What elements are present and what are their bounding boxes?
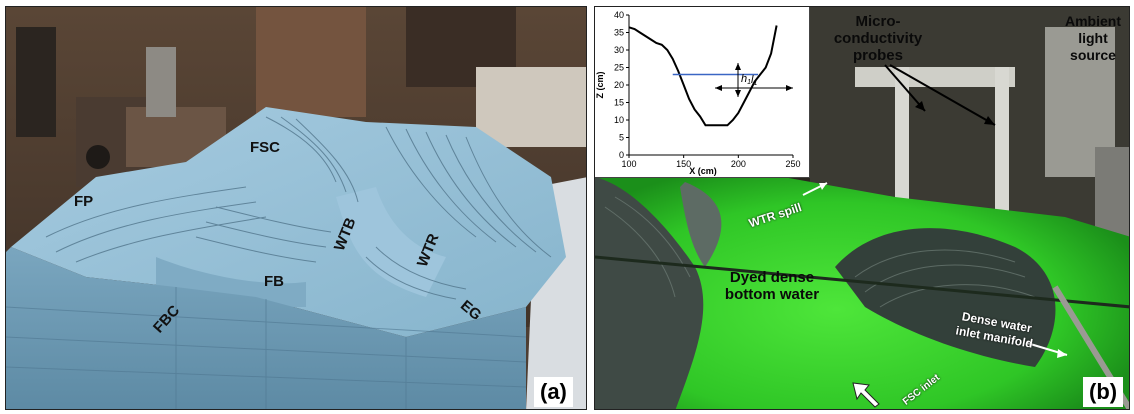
manifold-arrow-head (1057, 349, 1067, 358)
panel-letter-b: (b) (1083, 377, 1124, 407)
panel-b-photo: 100 150 200 250 40 35 30 25 20 15 10 5 0 X (cm) Z (c… (594, 6, 1130, 410)
x-tick-label: 100 (621, 159, 636, 169)
probe-arrow-2-head (984, 116, 995, 125)
label-dyed-dense-water: Dyed dense bottom water (707, 269, 837, 303)
wtr-spill-arrow-head (819, 183, 827, 190)
panel-letter-a: (a) (534, 377, 573, 407)
label-fsc: FSC (250, 139, 280, 156)
panel-a-photo: FSC FP WTB WTR FB FBC EG (a) (5, 6, 587, 410)
label-fp: FP (74, 193, 94, 210)
probe-arrow-1 (884, 64, 926, 112)
y-tick-label: 5 (619, 133, 624, 143)
inset-ylabel: Z (cm) (595, 71, 605, 98)
l1-arrow-head-right (786, 85, 793, 91)
l1-arrow-head-left (715, 85, 722, 91)
cross-section-chart: 100 150 200 250 40 35 30 25 20 15 10 5 0 X (cm) Z (c… (595, 10, 801, 176)
inset-xlabel: X (cm) (689, 166, 717, 176)
y-tick-label: 15 (614, 98, 624, 108)
probe-arrow-1-head (915, 101, 925, 111)
l1-label: l1 (751, 74, 757, 87)
terrain-model-photo (6, 7, 586, 409)
bed-profile-line (628, 25, 778, 127)
label-microconductivity-probes: Micro- conductivity probes (823, 13, 933, 64)
y-tick-label: 25 (614, 63, 624, 73)
label-ambient-light: Ambient light source (1061, 13, 1125, 64)
y-tick-label: 0 (619, 150, 624, 160)
fsc-inlet-arrow (852, 382, 880, 408)
probe-arrow-2 (889, 64, 996, 126)
x-tick-label: 200 (731, 159, 746, 169)
cross-section-inset: 100 150 200 250 40 35 30 25 20 15 10 5 0 X (cm) Z (c… (595, 7, 810, 178)
y-tick-label: 30 (614, 45, 624, 55)
y-tick-label: 10 (614, 115, 624, 125)
h1-arrow-head-top (735, 63, 741, 70)
callout-arrows (802, 64, 1068, 408)
y-tick-label: 40 (614, 10, 624, 20)
probes-text: Micro- conductivity probes (833, 13, 923, 64)
ambient-text: Ambient light source (1065, 13, 1121, 63)
x-tick-label: 150 (676, 159, 691, 169)
dyed-text: Dyed dense bottom water (724, 269, 820, 303)
h1-arrow-head-bottom (735, 90, 741, 97)
h1-label: h1 (741, 73, 751, 86)
label-fb: FB (264, 273, 284, 290)
y-tick-label: 20 (614, 80, 624, 90)
x-tick-label: 250 (785, 159, 800, 169)
y-tick-label: 35 (614, 28, 624, 38)
